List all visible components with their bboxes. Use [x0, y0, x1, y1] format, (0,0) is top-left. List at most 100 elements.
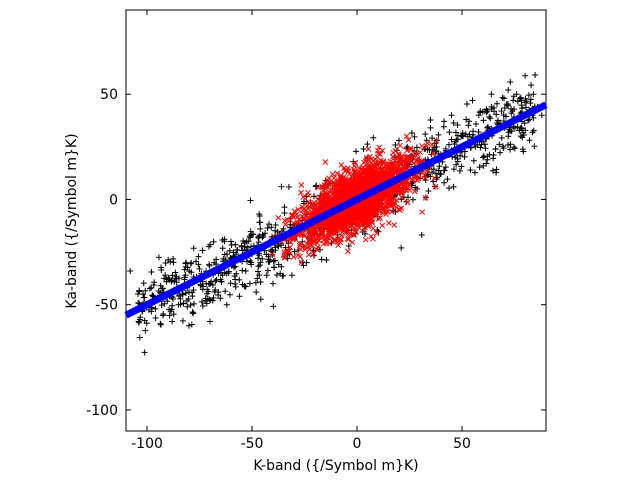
data-point — [401, 183, 407, 190]
data-point — [345, 168, 352, 175]
data-point — [183, 297, 190, 304]
data-point — [272, 227, 279, 234]
data-point — [403, 133, 410, 140]
data-point — [334, 170, 341, 177]
data-point — [207, 318, 213, 325]
data-point — [392, 142, 399, 149]
data-point — [315, 184, 322, 191]
data-point — [141, 294, 148, 301]
data-point — [332, 229, 339, 235]
data-point — [309, 239, 315, 246]
data-point — [425, 172, 432, 179]
data-point — [182, 272, 189, 279]
data-point — [199, 303, 206, 310]
data-point — [285, 183, 292, 190]
data-point — [338, 236, 344, 243]
data-point — [369, 199, 375, 206]
data-point — [520, 129, 527, 136]
data-point — [247, 197, 254, 204]
data-point — [362, 236, 369, 243]
data-point — [486, 113, 493, 120]
data-point — [477, 109, 484, 116]
data-point — [209, 281, 216, 288]
data-point — [272, 222, 279, 229]
data-point — [331, 180, 337, 187]
data-point — [242, 283, 249, 290]
data-point — [398, 205, 405, 212]
data-point — [471, 169, 478, 176]
data-point — [409, 154, 415, 160]
data-point — [440, 123, 447, 130]
data-point — [205, 243, 212, 250]
data-point — [425, 188, 432, 195]
data-point — [477, 144, 484, 151]
data-point — [310, 193, 317, 200]
data-point — [141, 317, 148, 324]
data-point — [519, 105, 526, 112]
data-point — [259, 231, 266, 238]
data-point — [520, 148, 527, 155]
data-point — [498, 134, 505, 141]
data-point — [347, 208, 354, 215]
data-point — [241, 240, 248, 247]
data-point — [436, 170, 443, 177]
data-point — [390, 149, 397, 156]
data-point — [246, 233, 253, 240]
data-point — [353, 148, 360, 155]
x-axis-label: K-band ({/Symbol m}K) — [253, 458, 418, 474]
data-point — [365, 160, 371, 167]
data-point — [532, 71, 539, 78]
data-point — [326, 235, 332, 241]
data-point — [260, 232, 267, 239]
data-point — [470, 157, 477, 164]
data-point — [286, 248, 292, 255]
data-point — [270, 280, 276, 287]
data-point — [493, 166, 500, 173]
data-point — [475, 128, 482, 135]
data-point — [385, 198, 392, 205]
data-point — [373, 209, 380, 216]
data-point — [265, 221, 272, 228]
data-point — [254, 275, 261, 282]
data-point — [203, 300, 210, 307]
data-point — [475, 112, 482, 119]
data-point — [169, 302, 176, 309]
data-point — [187, 260, 194, 267]
data-point — [339, 211, 346, 217]
data-point — [294, 214, 301, 221]
data-point — [490, 155, 497, 162]
data-point — [348, 222, 355, 229]
data-point — [244, 258, 251, 265]
data-point — [180, 300, 187, 307]
data-point — [220, 255, 227, 262]
data-point — [495, 117, 502, 124]
data-point — [309, 251, 316, 258]
data-point — [498, 108, 505, 115]
data-point — [170, 259, 177, 266]
data-point — [245, 238, 252, 245]
data-point — [297, 240, 303, 247]
data-point — [148, 268, 155, 275]
data-point — [291, 248, 298, 255]
data-point — [442, 145, 449, 152]
data-point — [290, 254, 297, 260]
data-point — [352, 227, 359, 234]
data-point — [324, 238, 330, 244]
data-point — [257, 296, 264, 303]
data-point — [345, 248, 351, 255]
data-point — [360, 168, 366, 174]
data-point — [338, 162, 345, 168]
data-point — [179, 317, 186, 324]
data-point — [453, 161, 460, 168]
data-point — [190, 287, 197, 294]
data-point — [295, 206, 301, 213]
data-point — [386, 220, 392, 226]
data-point — [362, 207, 369, 214]
data-point — [410, 160, 417, 167]
data-point — [318, 196, 324, 203]
data-point — [159, 285, 166, 292]
data-point — [404, 154, 411, 161]
data-point — [433, 147, 440, 154]
data-point — [518, 102, 525, 109]
data-point — [387, 202, 393, 209]
